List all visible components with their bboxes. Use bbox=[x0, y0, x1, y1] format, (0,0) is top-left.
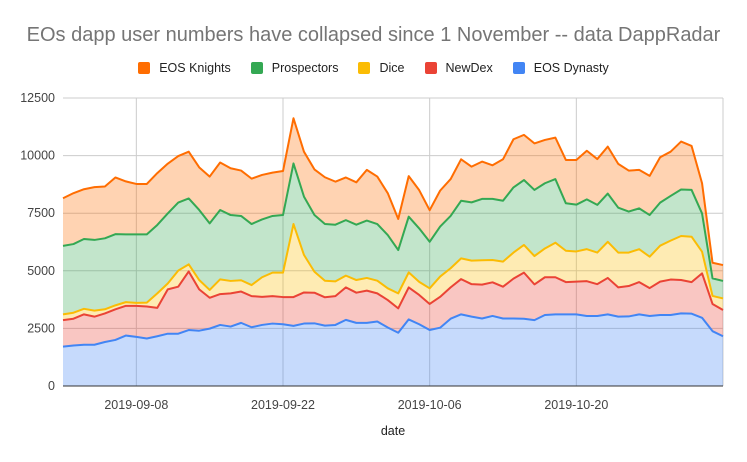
x-tick-label: 2019-10-20 bbox=[544, 398, 608, 412]
legend-swatch bbox=[250, 62, 263, 74]
line-newdex bbox=[62, 270, 724, 322]
y-tick-label: 0 bbox=[48, 379, 55, 393]
line-eos-dynasty bbox=[62, 312, 724, 348]
area-prospectors bbox=[63, 163, 723, 315]
y-tick-label: 10000 bbox=[20, 149, 55, 163]
legend-item-dice[interactable]: Dice bbox=[358, 61, 405, 75]
legend: EOS Knights Prospectors Dice NewDex EOS Dyna… bbox=[0, 61, 747, 75]
y-tick-label: 7500 bbox=[27, 206, 55, 220]
legend-label: NewDex bbox=[445, 61, 493, 75]
y-tick-label: 5000 bbox=[27, 264, 55, 278]
line-prospectors bbox=[62, 162, 724, 282]
legend-swatch bbox=[358, 62, 371, 74]
legend-label: Dice bbox=[379, 61, 405, 75]
legend-swatch bbox=[138, 62, 151, 74]
x-tick-label: 2019-09-22 bbox=[251, 398, 315, 412]
area-newdex bbox=[63, 271, 723, 347]
line-eos-knights bbox=[62, 117, 724, 267]
legend-label: EOS Knights bbox=[159, 61, 231, 75]
area-eos-knights bbox=[63, 118, 723, 281]
legend-swatch bbox=[424, 62, 437, 74]
y-tick-label: 12500 bbox=[20, 91, 55, 105]
legend-swatch bbox=[512, 62, 525, 74]
legend-item-newdex[interactable]: NewDex bbox=[424, 61, 493, 75]
legend-label: EOS Dynasty bbox=[533, 61, 609, 75]
legend-item-prospectors[interactable]: Prospectors bbox=[250, 61, 339, 75]
area-dice bbox=[63, 224, 723, 321]
legend-label: Prospectors bbox=[271, 61, 339, 75]
chart-title: EOs dapp user numbers have collapsed sin… bbox=[26, 24, 721, 46]
legend-item-eos-dynasty[interactable]: EOS Dynasty bbox=[512, 61, 609, 75]
line-dice bbox=[62, 223, 724, 316]
x-axis-title: date bbox=[381, 424, 405, 438]
legend-item-eos-knights[interactable]: EOS Knights bbox=[138, 61, 231, 75]
y-tick-label: 2500 bbox=[27, 321, 55, 335]
x-tick-label: 2019-09-08 bbox=[104, 398, 168, 412]
area-eos-dynasty bbox=[63, 313, 723, 386]
x-tick-label: 2019-10-06 bbox=[398, 398, 462, 412]
